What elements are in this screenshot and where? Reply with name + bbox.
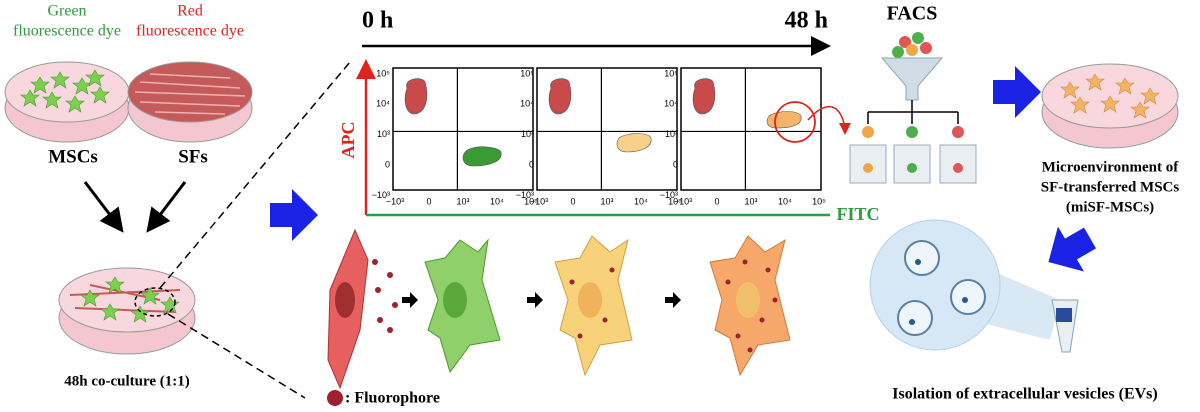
fitc-label: FITC xyxy=(836,204,879,224)
y-tick-label: 10³ xyxy=(665,129,678,139)
cell-population xyxy=(404,78,428,115)
micro-label: SF-transferred MSCs xyxy=(1041,179,1180,195)
msc-dish xyxy=(4,61,130,143)
dye-label: Green xyxy=(47,3,86,20)
cell-population xyxy=(548,78,572,115)
y-tick-label: 10³ xyxy=(521,129,534,139)
flow-arrow xyxy=(270,189,318,241)
x-tick-label: 10⁵ xyxy=(524,196,538,206)
fluorophore-label: : Fluorophore xyxy=(345,390,440,407)
y-tick-label: 0 xyxy=(529,159,534,169)
timeline-start: 0 h xyxy=(362,8,393,34)
ev-circle xyxy=(869,219,1079,353)
y-tick-label: −10³ xyxy=(516,190,534,200)
coculture-label: 48h co-culture (1:1) xyxy=(64,373,190,389)
mi-dish xyxy=(1041,63,1179,149)
msc-label: MSCs xyxy=(48,146,98,167)
x-tick-label: 10⁴ xyxy=(634,196,648,206)
x-tick-label: 10³ xyxy=(456,196,469,206)
y-tick-label: 0 xyxy=(385,159,390,169)
highlight-circle xyxy=(774,101,816,143)
isolation-label: Isolation of extracellular vesicles (EVs… xyxy=(892,386,1157,403)
y-tick-label: 10⁵ xyxy=(376,68,390,78)
x-tick-label: −10³ xyxy=(530,196,548,206)
dye-label: Red xyxy=(177,3,203,20)
timeline-end: 48 h xyxy=(785,8,828,34)
y-tick-label: −10³ xyxy=(372,190,390,200)
micro-label: Microenvironment of xyxy=(1042,159,1180,175)
apc-label: APC xyxy=(338,122,358,159)
x-tick-label: 0 xyxy=(426,196,431,206)
cell-transfer xyxy=(327,228,791,390)
dye-label: fluorescence dye xyxy=(136,23,244,40)
micro-label: (miSF-MSCs) xyxy=(1066,199,1154,215)
y-tick-label: −10³ xyxy=(660,190,678,200)
y-tick-label: 10⁵ xyxy=(664,68,678,78)
y-tick-label: 0 xyxy=(673,159,678,169)
facs-title: FACS xyxy=(887,3,938,25)
cell-population xyxy=(616,133,652,153)
x-tick-label: −10³ xyxy=(674,196,692,206)
x-tick-label: 10⁴ xyxy=(778,196,792,206)
facs-funnel xyxy=(849,32,977,184)
x-tick-label: 0 xyxy=(570,196,575,206)
y-tick-label: 10³ xyxy=(377,129,390,139)
dye-label: fluorescence dye xyxy=(13,23,121,40)
sf-dish xyxy=(127,61,253,143)
flow-arrow xyxy=(993,66,1041,118)
cell-population xyxy=(692,78,716,115)
flow-arrow xyxy=(1035,215,1103,285)
y-tick-label: 10⁴ xyxy=(664,99,678,109)
sf-label: SFs xyxy=(178,146,208,167)
y-tick-label: 10⁴ xyxy=(376,99,390,109)
x-tick-label: 10⁴ xyxy=(490,196,504,206)
fluorophore-icon xyxy=(327,390,343,406)
y-tick-label: 10⁵ xyxy=(520,68,534,78)
x-tick-label: −10³ xyxy=(386,196,404,206)
cell-population xyxy=(462,146,502,167)
x-tick-label: 10⁵ xyxy=(668,196,682,206)
x-tick-label: 10³ xyxy=(744,196,757,206)
x-tick-label: 10⁵ xyxy=(812,196,826,206)
x-tick-label: 10³ xyxy=(600,196,613,206)
x-tick-label: 0 xyxy=(714,196,719,206)
arrow xyxy=(146,181,187,233)
arrow xyxy=(83,181,124,233)
coculture-dish xyxy=(58,267,196,355)
y-tick-label: 10⁴ xyxy=(520,99,534,109)
